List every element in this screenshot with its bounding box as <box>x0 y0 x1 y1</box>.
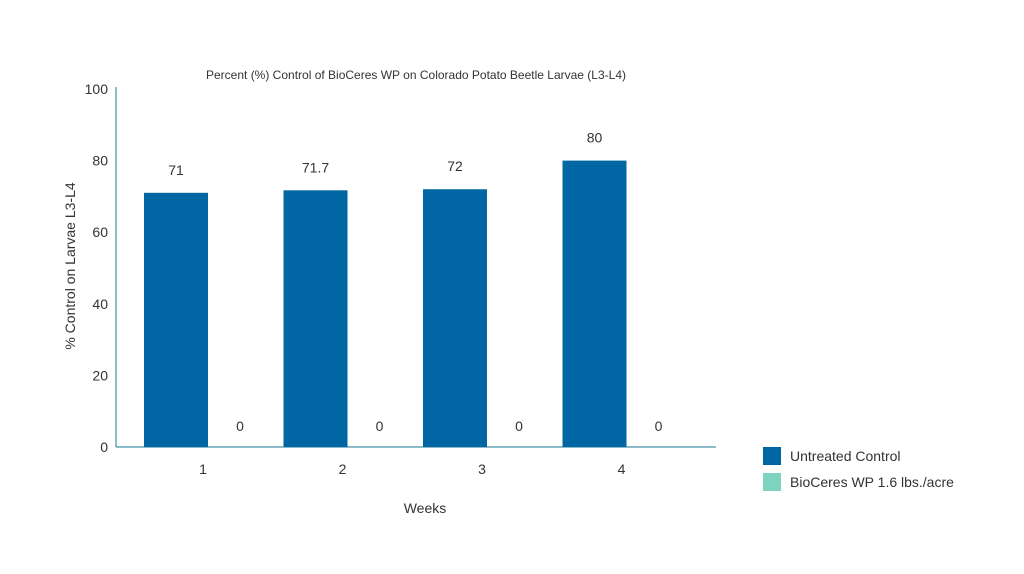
data-label: 80 <box>587 130 603 146</box>
x-tick-label: 1 <box>199 461 207 477</box>
bar-untreated <box>563 161 627 447</box>
data-label: 0 <box>655 418 663 434</box>
plot-area: 0 20 40 60 80 100 71 0 1 71.7 0 2 72 0 3 80 0 4 <box>85 81 716 477</box>
data-label: 72 <box>447 158 463 174</box>
data-label: 71.7 <box>302 159 329 175</box>
y-axis-title: % Control on Larvae L3-L4 <box>62 182 78 350</box>
legend: Untreated Control BioCeres WP 1.6 lbs./ac… <box>763 447 954 491</box>
bar-untreated <box>423 189 487 447</box>
y-tick-label: 60 <box>92 224 108 240</box>
y-tick-label: 20 <box>92 367 108 383</box>
x-axis-title: Weeks <box>404 500 447 516</box>
y-tick-label: 80 <box>92 153 108 169</box>
legend-swatch <box>763 473 781 491</box>
x-tick-label: 4 <box>618 461 626 477</box>
legend-label: BioCeres WP 1.6 lbs./acre <box>790 474 954 490</box>
legend-swatch <box>763 447 781 465</box>
data-label: 0 <box>515 418 523 434</box>
y-tick-label: 40 <box>92 296 108 312</box>
data-label: 0 <box>376 418 384 434</box>
bar-untreated <box>144 193 208 447</box>
y-tick-label: 0 <box>100 439 108 455</box>
data-label: 71 <box>168 162 184 178</box>
bar-untreated <box>284 190 348 447</box>
data-label: 0 <box>236 418 244 434</box>
legend-label: Untreated Control <box>790 448 901 464</box>
x-tick-label: 2 <box>339 461 347 477</box>
chart-title: Percent (%) Control of BioCeres WP on Co… <box>206 68 626 82</box>
y-tick-label: 100 <box>85 81 109 97</box>
x-tick-label: 3 <box>478 461 486 477</box>
